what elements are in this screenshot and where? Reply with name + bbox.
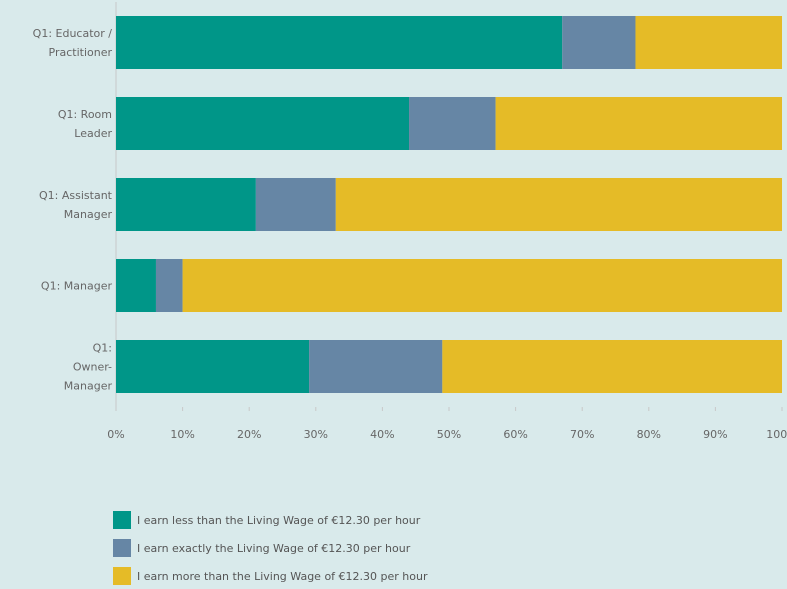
x-tick-label: 50%: [437, 428, 461, 441]
x-tick-label: 40%: [370, 428, 394, 441]
legend-swatch: [113, 567, 131, 585]
x-tick-label: 90%: [703, 428, 727, 441]
bar-segment: [309, 340, 443, 393]
bar-segment: [635, 16, 782, 69]
bar-segment: [255, 178, 336, 231]
bar-segment: [116, 16, 563, 69]
legend-label: I earn exactly the Living Wage of €12.30…: [137, 541, 411, 555]
bar-segment: [409, 97, 496, 150]
legend-item: I earn exactly the Living Wage of €12.30…: [113, 538, 410, 558]
x-tick-label: 70%: [570, 428, 594, 441]
x-tick-label: 10%: [170, 428, 194, 441]
bar-segment: [335, 178, 782, 231]
bar-segment: [442, 340, 782, 393]
bar-segment: [116, 340, 310, 393]
legend-swatch: [113, 539, 131, 557]
bar-segment: [116, 97, 410, 150]
legend-item: I earn more than the Living Wage of €12.…: [113, 566, 428, 586]
legend-label: I earn less than the Living Wage of €12.…: [137, 513, 421, 527]
legend-label: I earn more than the Living Wage of €12.…: [137, 569, 428, 583]
category-label: Q1: Owner- Manager: [63, 341, 112, 392]
x-tick-label: 0%: [107, 428, 124, 441]
bar-segment: [562, 16, 636, 69]
category-label: Q1: Room Leader: [57, 107, 112, 140]
bar-segment: [116, 178, 256, 231]
category-label: Q1: Educator / Practitioner: [32, 26, 112, 59]
bar-segment: [116, 259, 156, 312]
x-tick-label: 20%: [237, 428, 261, 441]
x-tick-label: 80%: [637, 428, 661, 441]
x-tick-label: 60%: [503, 428, 527, 441]
x-tick-label: 100%: [766, 428, 787, 441]
bar-segment: [495, 97, 782, 150]
legend-swatch: [113, 511, 131, 529]
bar-segment: [182, 259, 783, 312]
category-label: Q1: Assistant Manager: [39, 188, 112, 221]
x-tick-label: 30%: [304, 428, 328, 441]
legend-item: I earn less than the Living Wage of €12.…: [113, 510, 420, 530]
bar-segment: [155, 259, 183, 312]
category-label: Q1: Manager: [40, 279, 112, 292]
